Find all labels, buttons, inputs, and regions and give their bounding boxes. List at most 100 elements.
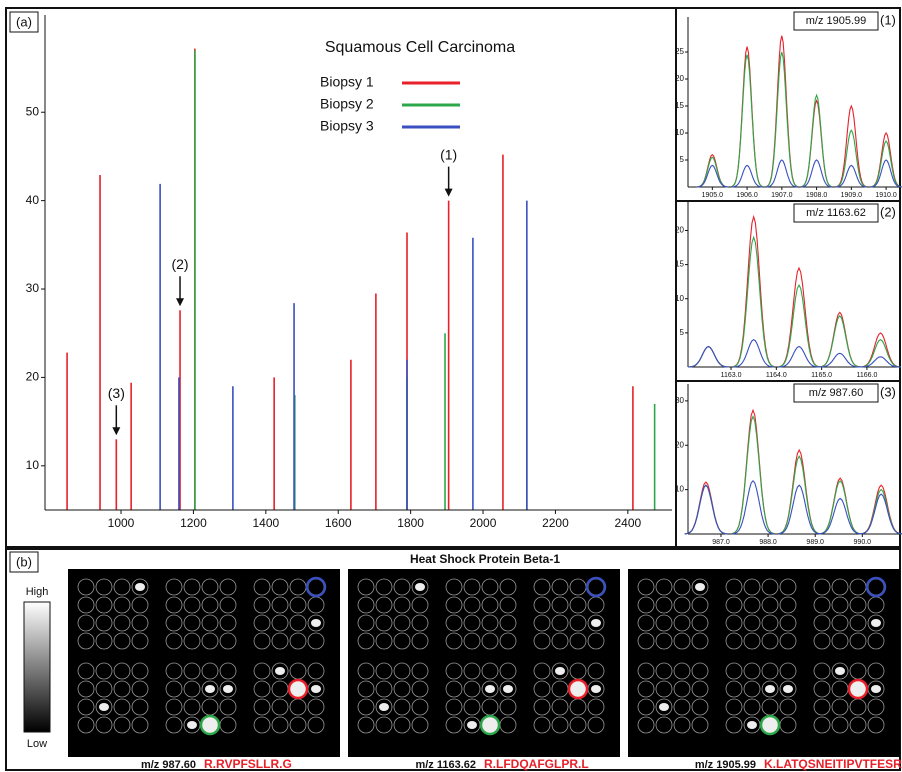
signal-spot [135, 583, 145, 591]
y-tick-label: 20 [675, 226, 684, 235]
sample-spot [307, 662, 325, 680]
isotope-peak [731, 54, 763, 188]
sample-spot [499, 680, 517, 698]
sample-spot [219, 662, 237, 680]
sample-spot [463, 632, 481, 650]
sample-spot [131, 698, 149, 716]
sample-spot [113, 716, 131, 734]
caption-mz: m/z 1163.62 [415, 759, 476, 771]
sample-spot [779, 578, 797, 596]
sample-spot [761, 578, 779, 596]
sample-spot [463, 662, 481, 680]
sample-spot [831, 662, 849, 680]
sample-spot [271, 716, 289, 734]
sample-spot [357, 632, 375, 650]
isotope-peak [778, 283, 820, 368]
sample-spot [307, 632, 325, 650]
sample-spot [691, 662, 709, 680]
sample-spot [165, 680, 183, 698]
sample-spot [95, 632, 113, 650]
isotope-peak [819, 352, 861, 368]
sample-spot [673, 596, 691, 614]
sample-spot [463, 596, 481, 614]
sample-spot [831, 632, 849, 650]
sample-spot [411, 596, 429, 614]
sample-spot [587, 698, 605, 716]
sample-spot [165, 698, 183, 716]
sample-spot [499, 662, 517, 680]
sample-spot [569, 614, 587, 632]
sample-spot [393, 614, 411, 632]
annotation: (2) [171, 256, 188, 272]
isotope-peak [731, 414, 775, 535]
sample-spot [183, 632, 201, 650]
sample-spot [849, 716, 867, 734]
sample-spot [533, 596, 551, 614]
panel-label: (b) [16, 554, 32, 569]
sample-spot [655, 578, 673, 596]
sample-spot [849, 632, 867, 650]
sample-spot [77, 680, 95, 698]
y-tick-label: 10 [675, 294, 684, 303]
legend-label: Biopsy 3 [320, 118, 374, 134]
sample-spot [481, 596, 499, 614]
sample-spot [445, 578, 463, 596]
sample-spot [219, 680, 237, 698]
sample-spot [445, 596, 463, 614]
inset-title: m/z 1905.99 [806, 15, 867, 27]
sample-spot [271, 662, 289, 680]
sample-spot [499, 596, 517, 614]
sample-spot [113, 662, 131, 680]
sample-spot [533, 716, 551, 734]
sample-spot [113, 596, 131, 614]
sample-spot [831, 614, 849, 632]
signal-spot [555, 667, 565, 675]
sample-spot [201, 632, 219, 650]
sample-spot [725, 716, 743, 734]
sample-spot [375, 680, 393, 698]
y-tick-label: 10 [675, 485, 684, 494]
isotope-peak [800, 93, 833, 188]
sample-spot [165, 662, 183, 680]
x-tick-label: 1165.0 [811, 372, 832, 379]
panel-a-frame [5, 7, 901, 548]
sample-spot [813, 662, 831, 680]
sample-spot [691, 614, 709, 632]
sample-spot [253, 596, 271, 614]
sample-spot [587, 662, 605, 680]
sample-spot [219, 578, 237, 596]
inset-label: (3) [880, 384, 896, 399]
sample-spot [219, 698, 237, 716]
sample-spot [271, 614, 289, 632]
y-tick-label: 15 [675, 260, 684, 269]
sample-spot [587, 614, 605, 632]
sample-spot [131, 614, 149, 632]
sample-spot [779, 632, 797, 650]
sample-spot [743, 632, 761, 650]
sample-spot [849, 614, 867, 632]
x-tick-label: 987.0 [712, 539, 730, 546]
sample-spot [779, 662, 797, 680]
marker-blue [585, 576, 607, 598]
sample-spot [289, 716, 307, 734]
sample-spot [867, 632, 885, 650]
y-tick-label: 20 [675, 74, 684, 83]
sample-spot [271, 698, 289, 716]
sample-spot [533, 680, 551, 698]
legend-label: Biopsy 1 [320, 74, 374, 90]
isotope-peak [835, 129, 868, 188]
y-tick-label: 10 [675, 128, 684, 137]
sample-spot [569, 596, 587, 614]
sample-spot [165, 596, 183, 614]
sample-spot [637, 662, 655, 680]
x-tick-label: 1908.0 [806, 192, 828, 199]
signal-spot [205, 685, 215, 693]
sample-spot [725, 680, 743, 698]
sample-spot [77, 662, 95, 680]
sample-spot [393, 662, 411, 680]
isotope-peak [859, 493, 902, 535]
y-tick-label: 5 [680, 328, 685, 337]
x-tick-label: 1000 [108, 516, 135, 530]
y-tick-label: 50 [26, 104, 40, 118]
sample-spot [481, 680, 499, 698]
